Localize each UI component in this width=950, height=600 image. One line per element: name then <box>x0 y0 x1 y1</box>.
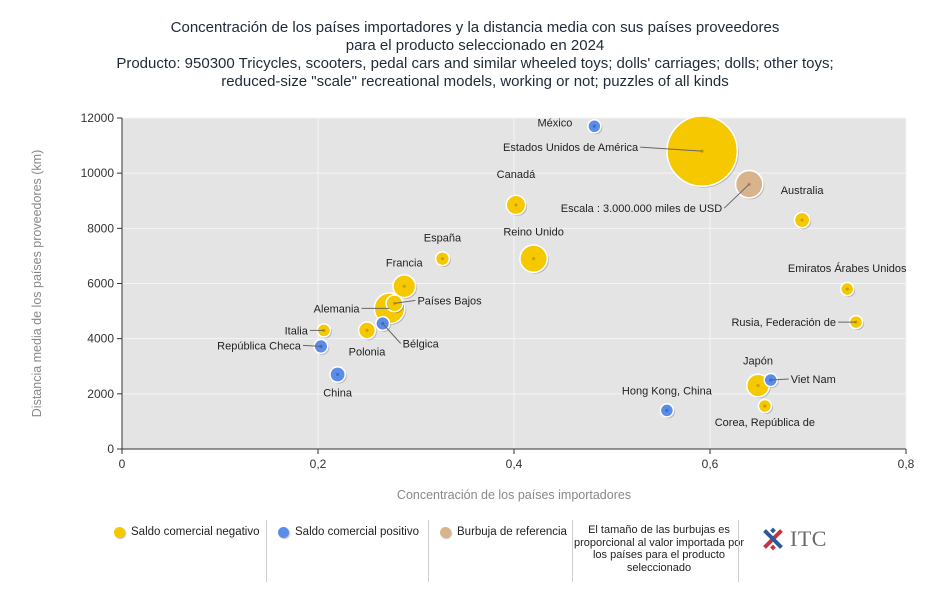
legend-positive-label: Saldo comercial positivo <box>295 526 420 538</box>
point-label: Polonia <box>349 346 387 358</box>
x-tick-label: 0,2 <box>310 457 327 471</box>
x-tick-label: 0 <box>119 457 126 471</box>
point-label: Corea, República de <box>715 417 815 429</box>
bubble <box>385 294 405 314</box>
leader-line <box>723 183 750 209</box>
point-label: Hong Kong, China <box>622 385 713 397</box>
legend-divider <box>428 520 429 582</box>
point-label: Escala : 3.000.000 miles de USD <box>561 203 722 215</box>
point-label: México <box>538 117 573 129</box>
bubble <box>519 244 549 274</box>
axes: 0 2000 4000 6000 8000 10000 12000 0 0,2 0,4 0,6 0,8 <box>81 111 915 471</box>
legend-divider <box>266 520 267 582</box>
point-label: Estados Unidos de América <box>503 142 639 154</box>
title-line: Producto: 950300 Tricycles, scooters, pe… <box>116 55 833 72</box>
legend-negative-label: Saldo comercial negativo <box>131 526 260 538</box>
point-label: Rusia, Federación de <box>731 317 836 329</box>
leader-line <box>382 323 402 344</box>
bubble <box>434 251 451 268</box>
x-axis-title: Concentración de los países importadores <box>397 488 631 502</box>
leader-line <box>770 378 789 381</box>
legend: Saldo comercial negativo Saldo comercial… <box>100 520 860 582</box>
legend-negative-dot <box>114 526 125 538</box>
y-tick-label: 2000 <box>87 387 114 401</box>
legend-item-positive: Saldo comercial positivo <box>278 526 419 538</box>
itc-logo: ITC <box>760 526 827 552</box>
legend-item-reference: Burbuja de referencia <box>440 526 567 538</box>
title-line: Concentración de los países importadores… <box>171 19 780 36</box>
point-label: Emiratos Árabes Unidos <box>788 262 907 275</box>
title-line: para el producto seleccionado en 2024 <box>346 37 605 54</box>
legend-divider <box>738 520 739 582</box>
bubble <box>313 338 330 355</box>
point-label: Francia <box>386 257 424 269</box>
chart-title: Concentración de los países importadores… <box>116 19 833 90</box>
point-label: España <box>424 233 462 245</box>
bubble <box>329 366 347 384</box>
point-labels: Estados Unidos de América México Canadá Esc… <box>217 117 907 429</box>
bubble <box>734 169 765 200</box>
itc-logo-icon <box>763 527 783 551</box>
itc-logo-text: ITC <box>790 526 827 551</box>
bubble <box>793 211 812 230</box>
bubble <box>757 398 773 414</box>
legend-note: El tamaño de las burbujas es proporciona… <box>574 524 744 574</box>
bubble <box>357 321 377 341</box>
y-tick-label: 6000 <box>87 277 114 291</box>
bubble <box>505 194 528 217</box>
bubble <box>392 274 418 300</box>
x-tick-label: 0,8 <box>898 457 915 471</box>
point-label: Japón <box>743 356 773 368</box>
bubble <box>666 115 739 188</box>
bubble <box>587 119 603 135</box>
y-tick-label: 12000 <box>81 111 115 125</box>
x-tick-label: 0,4 <box>506 457 523 471</box>
leader-line <box>640 146 703 152</box>
legend-divider <box>572 520 573 582</box>
point-label: Reino Unido <box>503 227 564 239</box>
bubble <box>839 281 856 298</box>
point-label: Alemania <box>314 303 361 315</box>
legend-positive-dot <box>278 526 289 538</box>
bubbles <box>313 115 865 419</box>
title-line: reduced-size "scale" recreational models… <box>221 73 729 90</box>
bubble <box>659 403 675 419</box>
x-tick-label: 0,6 <box>702 457 719 471</box>
leader-line <box>394 299 416 304</box>
point-label: Italia <box>285 325 309 337</box>
y-tick-label: 10000 <box>81 166 115 180</box>
y-tick-label: 4000 <box>87 332 114 346</box>
legend-reference-dot <box>440 526 451 538</box>
point-label: Países Bajos <box>417 295 482 307</box>
point-label: Viet Nam <box>791 374 836 386</box>
y-axis-title: Distancia media de los países proveedore… <box>30 150 44 417</box>
leader-line <box>302 344 321 347</box>
point-label: Canadá <box>497 169 536 181</box>
y-tick-label: 0 <box>107 442 114 456</box>
legend-item-negative: Saldo comercial negativo <box>114 526 260 538</box>
point-label: Australia <box>781 185 825 197</box>
point-label: China <box>323 388 353 400</box>
legend-reference-label: Burbuja de referencia <box>457 526 567 538</box>
point-label: República Checa <box>217 340 302 352</box>
point-label: Bélgica <box>403 338 440 350</box>
y-tick-label: 8000 <box>87 221 114 235</box>
